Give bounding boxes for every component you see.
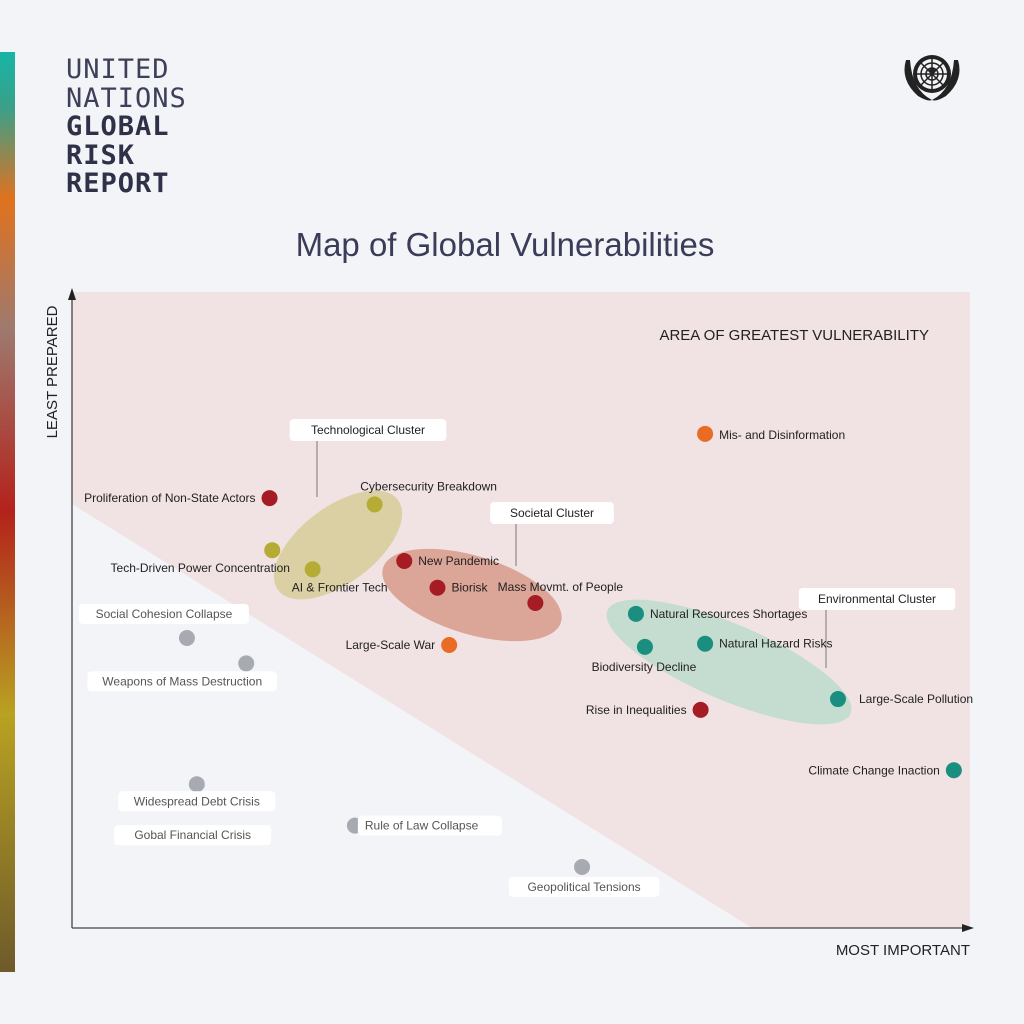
logo-line-5: REPORT — [66, 168, 170, 199]
point-label-natural-hazard-risks: Natural Hazard Risks — [719, 637, 832, 651]
point-cybersecurity-breakdown — [366, 496, 383, 513]
point-widespread-debt-crisis — [188, 776, 205, 793]
point-label-box-widespread-debt-crisis — [118, 791, 276, 812]
point-new-pandemic — [396, 553, 413, 570]
logo-line-4: RISK — [66, 139, 136, 171]
y-axis-label: LEAST PREPARED — [44, 305, 61, 438]
point-label-new-pandemic: New Pandemic — [418, 554, 499, 568]
point-label-large-scale-pollution: Large-Scale Pollution — [859, 692, 973, 706]
logo-line-1: UNITED — [66, 54, 170, 85]
cluster-societal-area — [382, 548, 562, 642]
cluster-environmental-area — [606, 599, 852, 725]
point-label-box-gobal-financial-crisis — [114, 825, 272, 846]
point-label-cybersecurity-breakdown: Cybersecurity Breakdown — [360, 479, 497, 493]
point-label-box-geopolitical-tensions — [508, 876, 660, 897]
point-label-widespread-debt-crisis: Widespread Debt Crisis — [134, 794, 260, 808]
point-natural-resources-shortages — [627, 605, 644, 622]
point-label-box-weapons-of-mass-destruction — [87, 671, 277, 692]
report-logo: UNITED NATIONS GLOBAL RISK REPORT — [66, 54, 187, 199]
gradient-side-bar — [0, 52, 15, 972]
cluster-environmental-label: Environmental Cluster — [818, 592, 936, 606]
cluster-societal-tag — [490, 502, 614, 524]
point-label-mass-movmt-of-people: Mass Movmt. of People — [498, 580, 624, 594]
point-label-box-rule-of-law-collapse — [357, 815, 502, 836]
x-axis-arrow-icon — [962, 924, 974, 932]
point-large-scale-pollution — [829, 691, 846, 708]
point-proliferation-of-non-state-actors — [261, 490, 278, 507]
point-label-proliferation-of-non-state-actors: Proliferation of Non-State Actors — [84, 491, 255, 505]
point-label-biodiversity-decline: Biodiversity Decline — [592, 660, 697, 674]
point-label-natural-resources-shortages: Natural Resources Shortages — [650, 607, 807, 621]
point-label-large-scale-war: Large-Scale War — [346, 638, 436, 652]
point-climate-change-inaction — [945, 762, 962, 779]
cluster-environmental-tag — [798, 588, 956, 610]
point-label-ai-frontier-tech: AI & Frontier Tech — [292, 580, 388, 594]
point-ai-frontier-tech — [304, 561, 321, 578]
chart-title: Map of Global Vulnerabilities — [295, 226, 715, 263]
cluster-technological-label: Technological Cluster — [311, 423, 425, 437]
point-biorisk — [429, 579, 446, 596]
logo-line-2: NATIONS — [66, 82, 187, 114]
y-axis-arrow-icon — [68, 288, 76, 300]
cluster-technological-tag — [289, 419, 447, 441]
point-mass-movmt-of-people — [527, 595, 544, 612]
cluster-societal-label: Societal Cluster — [510, 506, 594, 520]
point-label-gobal-financial-crisis: Gobal Financial Crisis — [134, 828, 251, 842]
point-mis-and-disinformation — [697, 425, 714, 442]
point-natural-hazard-risks — [697, 635, 714, 652]
un-emblem-icon — [904, 55, 960, 101]
point-label-tech-driven-power-concentration: Tech-Driven Power Concentration — [111, 561, 290, 575]
point-label-rule-of-law-collapse: Rule of Law Collapse — [365, 819, 479, 833]
point-label-mis-and-disinformation: Mis- and Disinformation — [719, 428, 845, 442]
point-label-rise-in-inequalities: Rise in Inequalities — [586, 703, 687, 717]
area-label: AREA OF GREATEST VULNERABILITY — [659, 327, 929, 344]
point-weapons-of-mass-destruction — [238, 655, 255, 672]
point-label-social-cohesion-collapse: Social Cohesion Collapse — [96, 607, 233, 621]
point-label-weapons-of-mass-destruction: Weapons of Mass Destruction — [102, 674, 262, 688]
point-social-cohesion-collapse — [178, 629, 195, 646]
point-label-box-social-cohesion-collapse — [78, 603, 249, 624]
point-large-scale-war — [441, 636, 458, 653]
point-tech-driven-power-concentration — [264, 542, 281, 559]
point-biodiversity-decline — [636, 638, 653, 655]
point-rise-in-inequalities — [692, 701, 709, 718]
logo-line-3: GLOBAL — [66, 111, 170, 142]
point-geopolitical-tensions — [574, 858, 591, 875]
point-label-biorisk: Biorisk — [451, 581, 488, 595]
point-label-geopolitical-tensions: Geopolitical Tensions — [527, 880, 640, 894]
x-axis-label: MOST IMPORTANT — [836, 942, 970, 959]
point-label-climate-change-inaction: Climate Change Inaction — [808, 763, 939, 777]
